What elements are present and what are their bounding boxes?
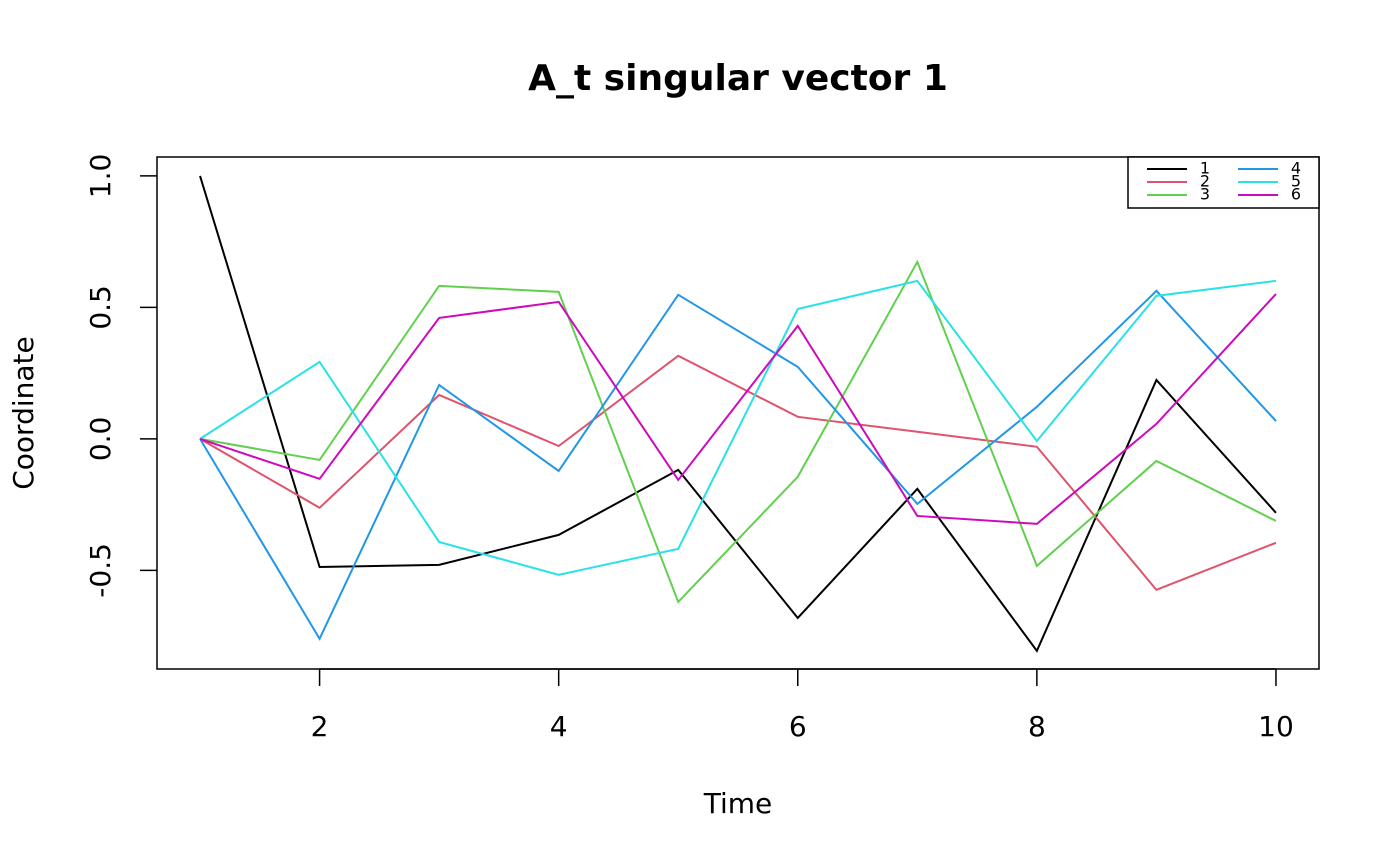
x-tick-label: 2 [311, 710, 329, 743]
x-axis-label: Time [703, 787, 773, 820]
y-tick-label: -0.5 [84, 543, 117, 598]
y-axis-label: Coordinate [7, 336, 40, 490]
x-tick-label: 4 [550, 710, 568, 743]
series-line [199, 259, 1277, 604]
legend-label: 2 [1200, 172, 1210, 191]
x-tick-label: 10 [1258, 710, 1294, 743]
series-line [199, 289, 1277, 641]
legend-label: 4 [1291, 159, 1301, 178]
x-tick-label: 8 [1028, 710, 1046, 743]
y-tick-label: 1.0 [84, 154, 117, 199]
legend-label: 5 [1291, 172, 1301, 191]
series-line [199, 175, 1277, 653]
series-line [199, 279, 1277, 576]
legend-label: 1 [1200, 159, 1210, 178]
legend-label: 3 [1200, 185, 1210, 204]
series-line [199, 293, 1277, 525]
legend-label: 6 [1291, 185, 1301, 204]
y-tick-label: 0.5 [84, 285, 117, 330]
y-tick-label: 0.0 [84, 417, 117, 462]
x-tick-label: 6 [789, 710, 807, 743]
chart-title: A_t singular vector 1 [528, 58, 948, 99]
